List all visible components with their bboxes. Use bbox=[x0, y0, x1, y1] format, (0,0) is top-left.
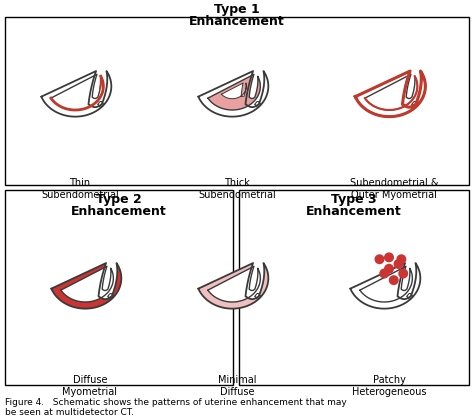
Text: Patchy
Heterogeneous: Patchy Heterogeneous bbox=[352, 375, 426, 397]
Polygon shape bbox=[350, 263, 420, 308]
Circle shape bbox=[385, 253, 393, 262]
Circle shape bbox=[397, 255, 406, 263]
Text: Enhancement: Enhancement bbox=[189, 15, 285, 28]
Text: Enhancement: Enhancement bbox=[71, 205, 167, 218]
Polygon shape bbox=[360, 266, 412, 302]
Polygon shape bbox=[51, 263, 121, 308]
Text: Subendometrial &
Outer Myometrial: Subendometrial & Outer Myometrial bbox=[350, 178, 438, 200]
Polygon shape bbox=[208, 266, 260, 302]
Polygon shape bbox=[221, 83, 246, 99]
Text: Minimal
Diffuse: Minimal Diffuse bbox=[218, 375, 256, 397]
FancyBboxPatch shape bbox=[5, 17, 469, 185]
Polygon shape bbox=[61, 266, 113, 302]
Polygon shape bbox=[198, 71, 268, 117]
Text: Type 1: Type 1 bbox=[214, 3, 260, 16]
Circle shape bbox=[375, 255, 384, 263]
Polygon shape bbox=[41, 71, 111, 117]
Circle shape bbox=[385, 265, 393, 273]
Text: Diffuse
Myometrial: Diffuse Myometrial bbox=[63, 375, 118, 397]
Text: Type 3: Type 3 bbox=[331, 193, 377, 206]
Text: Figure 4.   Schematic shows the patterns of uterine enhancement that may
be seen: Figure 4. Schematic shows the patterns o… bbox=[5, 398, 347, 418]
Text: Type 2: Type 2 bbox=[96, 193, 142, 206]
Polygon shape bbox=[208, 74, 260, 110]
Circle shape bbox=[399, 269, 408, 278]
Polygon shape bbox=[356, 71, 425, 117]
FancyBboxPatch shape bbox=[239, 190, 469, 385]
Circle shape bbox=[380, 269, 389, 278]
Text: Thin
Subendometrial: Thin Subendometrial bbox=[41, 178, 119, 200]
Text: Enhancement: Enhancement bbox=[306, 205, 402, 218]
Polygon shape bbox=[198, 263, 268, 308]
FancyBboxPatch shape bbox=[5, 190, 233, 385]
Text: Thick
Subendometrial: Thick Subendometrial bbox=[198, 178, 276, 200]
Circle shape bbox=[394, 260, 403, 268]
Circle shape bbox=[390, 276, 398, 284]
